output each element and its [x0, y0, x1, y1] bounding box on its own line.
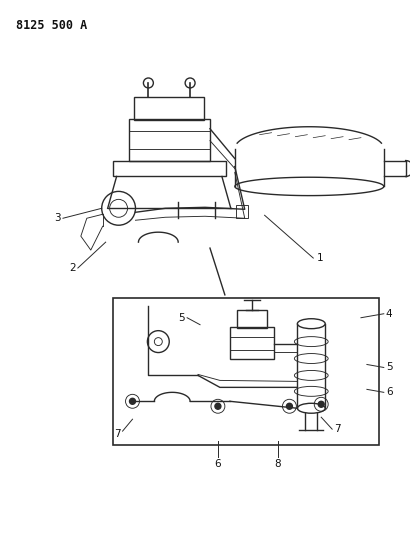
Text: 8: 8 — [274, 459, 281, 469]
Bar — [113, 160, 226, 176]
Circle shape — [215, 403, 221, 409]
Bar — [237, 310, 267, 328]
Circle shape — [286, 403, 292, 409]
Text: 5: 5 — [178, 313, 185, 323]
Text: 6: 6 — [386, 387, 393, 397]
Circle shape — [318, 401, 324, 407]
Bar — [129, 119, 210, 160]
Text: 3: 3 — [54, 213, 61, 223]
Bar — [134, 97, 204, 120]
Bar — [236, 205, 248, 218]
Text: 7: 7 — [334, 424, 341, 434]
Circle shape — [129, 398, 136, 404]
Text: 4: 4 — [386, 309, 393, 319]
Text: 5: 5 — [386, 362, 393, 373]
Bar — [230, 327, 274, 359]
Text: 8125 500 A: 8125 500 A — [16, 19, 88, 33]
Text: 6: 6 — [215, 459, 221, 469]
Text: 1: 1 — [317, 253, 324, 263]
Bar — [113, 298, 379, 445]
Text: 7: 7 — [114, 429, 120, 439]
Text: 2: 2 — [69, 263, 76, 273]
